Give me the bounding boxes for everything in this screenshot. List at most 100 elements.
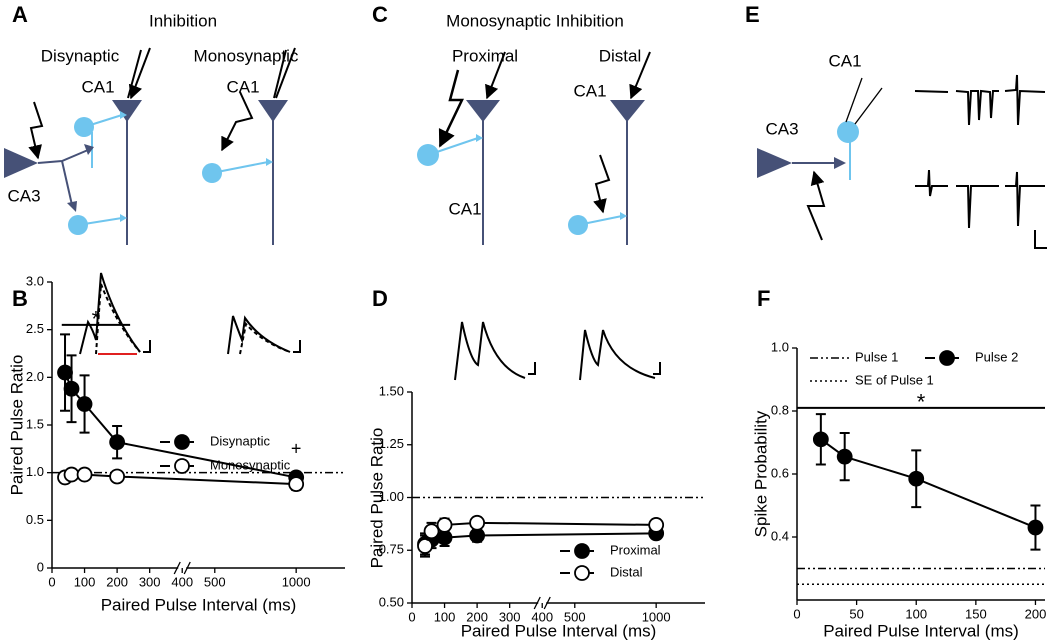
marker [63,466,80,483]
y-axis-label: Paired Pulse Ratio [367,428,386,569]
diagram-title: Inhibition [149,11,217,30]
spike-traces [914,74,1047,249]
marker [908,470,925,487]
x-tick-label: 100 [74,574,96,589]
x-tick-label: 0 [48,574,55,589]
significance-label: * [917,390,926,415]
legend-label: Distal [610,564,643,579]
marker [76,466,93,483]
y-tick-label: 1.5 [26,416,44,431]
y-tick-label: 0.8 [771,402,789,417]
marker [57,364,73,381]
x-tick-label: 400 [171,574,193,589]
axis-break [533,596,551,610]
chart: F 0.4 0.6 0.8 1.0 0 50 100 150 200 Paired Pulse In… [751,286,1046,641]
x-tick-label: 50 [849,606,863,621]
diagram-subtitle: Monosynaptic [194,46,299,65]
neurons [757,77,883,241]
y-tick-label: 2.0 [26,369,44,384]
legend-marker [174,458,190,474]
y-tick-label: 3.0 [26,273,44,288]
x-tick-label: 300 [139,574,161,589]
y-axis-label: Paired Pulse Ratio [7,355,26,496]
y-tick-label: 1.00 [379,489,404,504]
legend-marker [939,350,955,366]
marker [76,396,93,412]
x-tick-label: 200 [1025,606,1047,621]
x-tick-label: 500 [204,574,226,589]
y-tick-label: 1.0 [26,464,44,479]
legend-label: Pulse 2 [975,349,1018,364]
diagram-subtitle: Proximal [452,46,518,65]
y-tick-label: 0.50 [379,594,404,609]
y-axis-label: Spike Probability [751,410,770,537]
diagram-title: Monosynaptic Inhibition [446,11,624,30]
neuron-label: CA1 [448,199,481,218]
x-tick-label: 0 [793,606,800,621]
y-tick-label: 1.50 [379,383,404,398]
marker [288,476,305,493]
axis-break [173,561,191,575]
panel-letter: A [12,2,28,27]
y-tick-label: 1.0 [771,339,789,354]
legend-marker [574,543,590,559]
neurons [417,51,651,245]
legend-label: Disynaptic [210,433,270,448]
y-tick-label: 2.5 [26,321,44,336]
x-tick-label: 150 [965,606,987,621]
diagram-subtitle: Distal [599,46,642,65]
y-tick-label: 0 [37,559,44,574]
marker [1027,519,1044,536]
x-axis-label: Paired Pulse Interval (ms) [101,595,297,614]
x-tick-label: 1000 [642,609,671,624]
significance-label: * [92,307,101,332]
x-tick-label: 500 [564,609,586,624]
marker [109,468,126,485]
x-tick-label: 200 [466,609,488,624]
marker [417,538,433,554]
neuron-label: CA1 [573,81,606,100]
neuron-label: CA1 [828,51,861,70]
marker [836,448,853,465]
neuron-label: CA1 [226,77,259,96]
marker [812,431,829,448]
neuron-label: CA3 [7,186,40,205]
annotation: + [291,439,302,459]
diagram-subtitle: Disynaptic [41,46,120,65]
x-tick-label: 100 [434,609,456,624]
legend-label: SE of Pulse 1 [855,372,934,387]
panel-letter: D [372,286,388,311]
y-tick-label: 0.75 [379,542,404,557]
series-line [820,438,1036,529]
x-tick-label: 400 [531,609,553,624]
legend-label: Proximal [610,542,661,557]
panel-letter: E [745,2,760,27]
legend-marker [174,434,190,450]
inset-traces [79,272,661,381]
legend-label: Monosynaptic [210,457,291,472]
y-tick-label: 0.5 [26,512,44,527]
x-tick-label: 1000 [282,574,311,589]
panel-letter: C [372,2,388,27]
marker [436,517,453,533]
marker [469,514,486,531]
y-tick-label: 1.25 [379,436,404,451]
panel-letter: B [12,286,28,311]
marker [648,517,665,533]
legend-marker [574,565,590,581]
y-tick-label: 0.4 [771,528,789,543]
neuron-label: CA3 [765,119,798,138]
legend-label: Pulse 1 [855,349,898,364]
neurons [4,47,296,245]
marker [63,380,80,397]
chart: D 0.50 0.75 1.00 1.25 1.50 0 100 200 300 400 500 100… [367,286,705,640]
neuron-label: CA1 [81,77,114,96]
x-axis-label: Paired Pulse Interval (ms) [823,621,1019,640]
panel-letter: F [757,286,770,311]
diagram-a: A Inhibition Disynaptic Monosynaptic CA1… [4,2,299,245]
series-line [64,473,297,486]
y-tick-label: 0.6 [771,465,789,480]
marker [423,523,440,540]
x-tick-label: 200 [106,574,128,589]
